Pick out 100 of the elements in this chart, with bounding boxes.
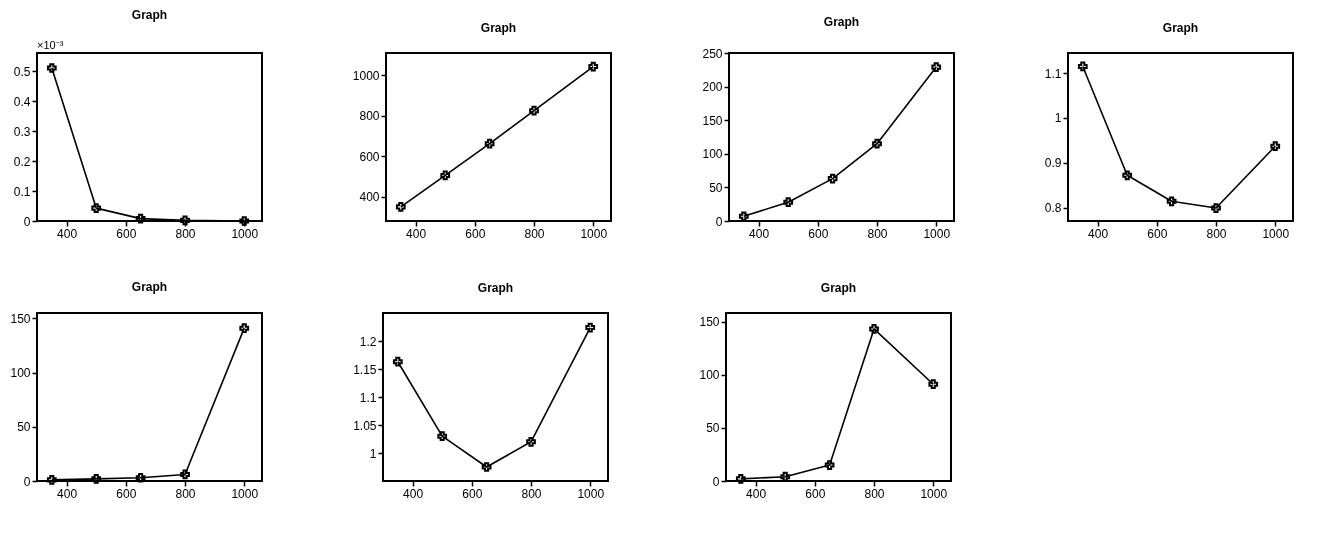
y-tick-label: 600 xyxy=(359,149,380,164)
point xyxy=(437,431,448,442)
point xyxy=(440,170,451,181)
point xyxy=(928,379,939,390)
x-tick-label: 400 xyxy=(403,486,424,501)
y-tick-label: 0 xyxy=(23,214,31,229)
point xyxy=(931,62,942,72)
x-tick-label: 400 xyxy=(1088,226,1109,241)
text: ×10⁻³ xyxy=(37,39,64,51)
chart-title: Graph xyxy=(820,281,857,295)
x-tick-label: 400 xyxy=(746,486,767,501)
y-tick-label: 400 xyxy=(359,190,380,205)
x-tick-label: 600 xyxy=(805,486,826,501)
y-tick-label: 0.4 xyxy=(13,94,31,109)
point xyxy=(529,105,539,116)
y-tick-label: 1000 xyxy=(352,68,380,83)
point xyxy=(1211,203,1221,213)
y-tick-label: 50 xyxy=(709,180,723,195)
y-tick-label: 1.15 xyxy=(353,362,377,377)
x-tick-label: 1000 xyxy=(1262,226,1290,241)
chart-title: Graph xyxy=(131,280,168,295)
x-tick-label: 1000 xyxy=(231,486,259,501)
point xyxy=(484,138,495,149)
point xyxy=(135,472,146,483)
point xyxy=(869,324,879,334)
y-tick-label: 100 xyxy=(702,147,723,162)
point xyxy=(392,356,403,367)
point xyxy=(824,460,835,470)
y-tick-label: 800 xyxy=(359,109,380,124)
point xyxy=(239,323,250,334)
y-tick-label: 0 xyxy=(23,474,31,489)
x-tick-label: 400 xyxy=(406,226,427,241)
x-tick-label: 800 xyxy=(524,226,545,241)
chart-title: Graph xyxy=(1162,21,1199,35)
x-tick-label: 600 xyxy=(465,226,486,241)
point xyxy=(526,436,536,447)
y-tick-label: 50 xyxy=(17,420,31,435)
point xyxy=(481,462,492,472)
y-tick-label: 0.9 xyxy=(1044,156,1062,171)
chart-title: Graph xyxy=(823,15,860,29)
y-tick-label: 100 xyxy=(10,366,31,381)
point xyxy=(1122,170,1133,181)
x-tick-label: 600 xyxy=(116,226,137,241)
x-tick-label: 1000 xyxy=(580,226,608,241)
x-tick-label: 800 xyxy=(175,486,196,501)
point xyxy=(783,197,794,208)
x-tick-label: 600 xyxy=(462,486,483,501)
chart-title: Graph xyxy=(131,8,168,22)
x-tick-label: 400 xyxy=(749,226,770,241)
x-tick-label: 600 xyxy=(116,486,137,501)
y-tick-label: 0 xyxy=(715,214,723,229)
point xyxy=(735,474,746,484)
y-tick-label: 100 xyxy=(699,368,720,383)
point xyxy=(1166,196,1177,207)
point xyxy=(1077,61,1088,72)
y-tick-label: 150 xyxy=(702,113,723,128)
y-tick-label: 0.1 xyxy=(13,184,31,199)
point xyxy=(180,215,190,226)
y-tick-label: 0.2 xyxy=(13,154,31,169)
y-tick-label: 1.1 xyxy=(1044,66,1062,81)
y-tick-label: 1 xyxy=(369,446,377,461)
y-tick-label: 0.3 xyxy=(13,124,31,139)
point xyxy=(588,61,599,72)
point xyxy=(91,203,102,213)
y-tick-label: 1 xyxy=(1054,111,1062,126)
point xyxy=(827,173,838,184)
y-tick-label: 200 xyxy=(702,80,723,95)
y-tick-label: 150 xyxy=(10,311,31,326)
x-tick-label: 800 xyxy=(864,486,885,501)
x-tick-label: 1000 xyxy=(577,486,605,501)
point xyxy=(46,475,57,485)
y-tick-label: 0 xyxy=(712,474,720,489)
point xyxy=(135,213,146,224)
x-tick-label: 800 xyxy=(1206,226,1227,241)
point xyxy=(585,322,596,333)
point xyxy=(46,63,57,73)
x-tick-label: 400 xyxy=(57,226,78,241)
x-tick-label: 600 xyxy=(1147,226,1168,241)
x-tick-label: 600 xyxy=(808,226,829,241)
x-tick-label: 800 xyxy=(175,226,196,241)
chart-title: Graph xyxy=(477,281,514,295)
x-tick-label: 1000 xyxy=(920,486,948,501)
y-tick-label: 150 xyxy=(699,315,720,330)
y-tick-label: 1.05 xyxy=(353,418,377,433)
point xyxy=(872,138,882,149)
x-tick-label: 800 xyxy=(521,486,542,501)
point xyxy=(180,469,190,480)
y-tick-label: 0.8 xyxy=(1044,201,1062,216)
x-tick-label: 800 xyxy=(867,226,888,241)
y-tick-label: 1.2 xyxy=(359,334,377,349)
point xyxy=(395,201,406,212)
y-tick-label: 50 xyxy=(706,421,720,436)
point xyxy=(1270,141,1281,152)
y-tick-label: 0.5 xyxy=(13,64,31,79)
point xyxy=(91,473,102,484)
y-tick-label: 250 xyxy=(702,46,723,61)
x-tick-label: 1000 xyxy=(923,226,951,241)
point xyxy=(239,216,250,226)
x-tick-label: 400 xyxy=(57,486,78,501)
x-tick-label: 1000 xyxy=(231,226,259,241)
